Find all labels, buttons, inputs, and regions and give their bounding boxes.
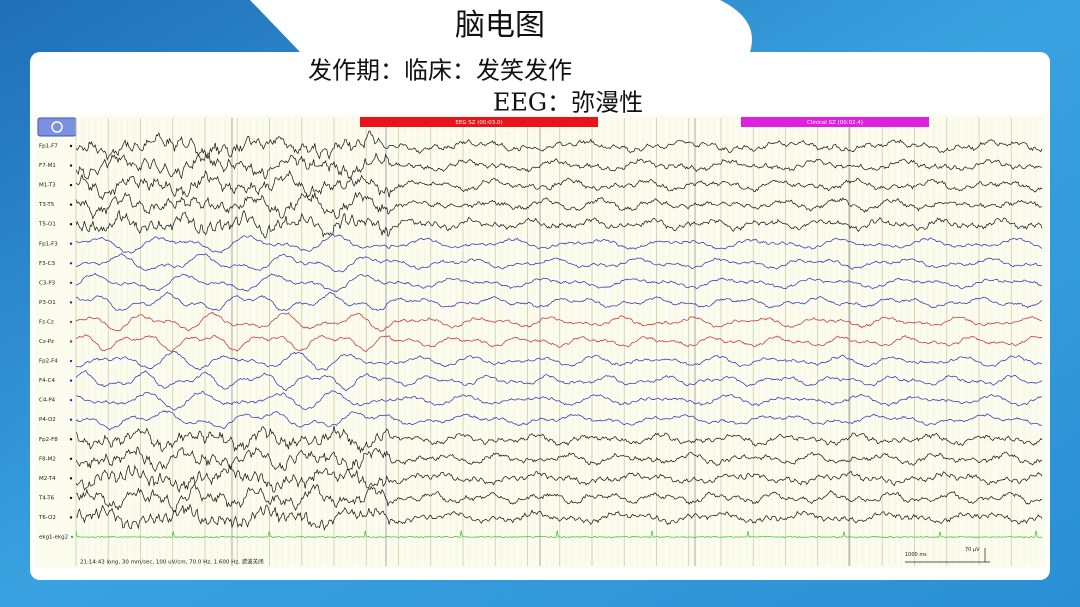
eeg-trace <box>76 503 1043 532</box>
channel-dot <box>69 223 73 226</box>
footer: 21:14:43 long, 30 mm/sec, 100 uV/cm, 70.… <box>80 558 264 566</box>
channel-label: Fp1-F3 <box>39 241 58 247</box>
channel-label: F4-C4 <box>39 378 55 384</box>
channel-dot <box>69 164 73 167</box>
channel-label: F7-M1 <box>39 163 56 169</box>
eeg-trace <box>76 483 1042 513</box>
channel-dot <box>69 320 73 324</box>
channel-dot <box>69 496 73 500</box>
labels: EEG SZ (00:03.0) Clinical SZ (00:02.4) Fp1… <box>38 120 863 541</box>
channel-dot <box>69 457 73 460</box>
channel-label: Fz-Cz <box>39 319 54 325</box>
channel-label: ekg1-ekg2 <box>39 535 68 541</box>
channel-label: Cz-Pz <box>39 339 54 345</box>
channel-dot <box>69 183 73 187</box>
eeg-trace <box>76 291 1043 311</box>
channel-dot <box>69 242 73 245</box>
time-scale: 1000 ms <box>905 552 927 558</box>
channel-dot <box>69 262 73 265</box>
channel-label: M2-T4 <box>39 476 56 482</box>
eeg-trace <box>76 130 1043 161</box>
eeg-trace <box>76 370 1043 392</box>
eeg-trace <box>76 253 1043 273</box>
eeg-trace <box>76 191 1043 220</box>
eeg-trace <box>76 350 1043 371</box>
channel-dot <box>69 379 73 382</box>
eeg-trace <box>76 272 1043 293</box>
eeg-trace <box>76 410 1043 431</box>
amp-scale: 70 µV <box>965 547 980 553</box>
eeg-trace <box>76 233 1043 254</box>
eeg-trace <box>76 464 1043 493</box>
eeg-trace <box>76 530 1043 539</box>
subtitle: EEG：弥漫性 <box>493 89 643 117</box>
channel-dot <box>69 359 73 363</box>
channel-dot <box>69 398 73 402</box>
channel-dot <box>69 477 73 480</box>
eeg-trace <box>76 446 1043 472</box>
eeg-button[interactable] <box>37 117 77 137</box>
eeg-trace <box>76 390 1043 411</box>
eeg-trace <box>76 209 1043 239</box>
channel-label: P4-O2 <box>39 417 56 423</box>
channel-label: T5-O1 <box>38 222 56 228</box>
channel-dot <box>69 340 73 343</box>
channel-label: M1-T3 <box>39 183 56 189</box>
channel-dot <box>69 203 73 206</box>
channel-dot <box>69 438 73 441</box>
channel-dot <box>69 301 73 304</box>
eeg-trace <box>76 152 1043 180</box>
channel-label: Fp1-F7 <box>39 144 58 150</box>
subtitle: 发作期：临床：发笑发作 <box>308 57 572 85</box>
eeg-trace <box>76 334 1043 352</box>
title-tab <box>250 0 752 52</box>
title: 脑电图 <box>455 8 545 43</box>
channel-label: C3-P3 <box>39 280 56 286</box>
channel-label: Fp2-F8 <box>39 437 58 443</box>
channel-dot <box>69 144 73 148</box>
channel-dot <box>69 516 73 519</box>
channel-label: F8-M2 <box>39 456 56 462</box>
marker-label: EEG SZ (00:03.0) <box>455 120 502 126</box>
channel-label: T6-O2 <box>38 515 56 521</box>
eeg-trace <box>76 426 1043 454</box>
channel-label: T4-T6 <box>38 495 55 501</box>
channel-label: Fp2-F4 <box>39 359 58 365</box>
channel-label: T3-T5 <box>38 202 55 208</box>
channel-label: P3-O1 <box>39 300 56 306</box>
channel-label: C4-P4 <box>39 398 56 404</box>
channel-dot <box>69 281 73 285</box>
marker-label: Clinical SZ (00:02.4) <box>807 120 863 126</box>
traces <box>76 130 1043 539</box>
marker-bar <box>741 117 929 127</box>
eeg-trace <box>76 311 1043 332</box>
marker-bar <box>360 117 598 127</box>
icon <box>51 121 63 133</box>
eeg-trace <box>76 169 1043 201</box>
channel-label: F3-C3 <box>39 261 55 267</box>
channel-dot <box>70 535 74 539</box>
channel-dot <box>69 418 73 421</box>
